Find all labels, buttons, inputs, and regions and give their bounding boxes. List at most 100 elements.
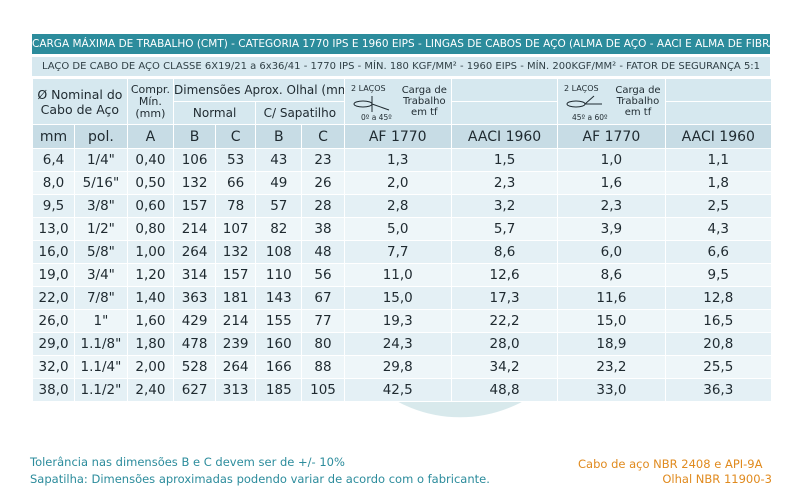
table-cell: 3,9	[557, 217, 666, 241]
table-cell: 49	[255, 171, 303, 195]
table-cell: 3,2	[450, 194, 559, 218]
table-cell: 1,6	[557, 171, 666, 195]
unit-cell: B	[173, 124, 217, 149]
table-cell: 88	[301, 355, 345, 379]
table-row: 19,0 3/4" 1,20 314 157 110 56 11,0 12,6 8,6 9,5	[31, 263, 773, 287]
unit-cell: B	[255, 124, 303, 149]
table-cell: 2,0	[343, 171, 452, 195]
table-cell: 48	[301, 240, 345, 264]
table-cell: 25,5	[664, 355, 773, 379]
table-cell: 1,60	[126, 309, 175, 333]
table-row: 8,0 5/16" 0,50 132 66 49 26 2,0 2,3 1,6 1,8	[31, 171, 773, 195]
table-cell: 110	[255, 263, 303, 287]
table-cell: 33,0	[557, 378, 666, 402]
table-cell: 0,60	[126, 194, 175, 218]
table-cell: 12,6	[450, 263, 559, 287]
table-cell: 2,3	[557, 194, 666, 218]
table-cell: 9,5	[31, 194, 76, 218]
table-cell: 26,0	[31, 309, 76, 333]
table-cell: 17,3	[450, 286, 559, 310]
unit-cell: AACI 1960	[450, 124, 559, 149]
table-cell: 264	[173, 240, 217, 264]
table-subtitle-banner: LAÇO DE CABO DE AÇO CLASSE 6X19/21 a 6x3…	[32, 57, 770, 76]
two-loops-45-60-header: 2 LAÇOS 45º a 60º Carga de Trabalho em t…	[557, 78, 666, 125]
table-cell: 2,8	[343, 194, 452, 218]
table-cell: 2,5	[664, 194, 773, 218]
table-cell: 1,0	[557, 148, 666, 172]
unit-cell: A	[126, 124, 175, 149]
table-cell: 0,50	[126, 171, 175, 195]
svg-text:0º a 45º: 0º a 45º	[361, 113, 392, 122]
table-cell: 78	[215, 194, 257, 218]
table-cell: 22,2	[450, 309, 559, 333]
table-cell: 1,20	[126, 263, 175, 287]
table-cell: 185	[255, 378, 303, 402]
unit-cell: C	[215, 124, 257, 149]
table-cell: 239	[215, 332, 257, 356]
table-cell: 18,9	[557, 332, 666, 356]
table-cell: 2,00	[126, 355, 175, 379]
table-cell: 5/16"	[74, 171, 128, 195]
table-cell: 1.1/4"	[74, 355, 128, 379]
table-cell: 1/4"	[74, 148, 128, 172]
table-row: 6,4 1/4" 0,40 106 53 43 23 1,3 1,5 1,0 1,1	[31, 148, 773, 172]
table-cell: 24,3	[343, 332, 452, 356]
table-cell: 2,3	[450, 171, 559, 195]
table-cell: 66	[215, 171, 257, 195]
table-cell: 107	[215, 217, 257, 241]
table-cell: 34,2	[450, 355, 559, 379]
table-cell: 214	[215, 309, 257, 333]
table-cell: 363	[173, 286, 217, 310]
table-cell: 28	[301, 194, 345, 218]
table-row: 22,0 7/8" 1,40 363 181 143 67 15,0 17,3 11,6 12,8	[31, 286, 773, 310]
table-cell: 77	[301, 309, 345, 333]
table-cell: 105	[301, 378, 345, 402]
table-cell: 106	[173, 148, 217, 172]
table-cell: 132	[215, 240, 257, 264]
table-cell: 264	[215, 355, 257, 379]
table-cell: 157	[173, 194, 217, 218]
table-cell: 11,6	[557, 286, 666, 310]
table-cell: 160	[255, 332, 303, 356]
table-cell: 19,3	[343, 309, 452, 333]
unit-cell: pol.	[74, 124, 128, 149]
table-cell: 80	[301, 332, 345, 356]
table-cell: 7,7	[343, 240, 452, 264]
table-cell: 2,40	[126, 378, 175, 402]
sapatilha-note: Sapatilha: Dimensões aproximadas podendo…	[30, 472, 490, 486]
table-row: 13,0 1/2" 0,80 214 107 82 38 5,0 5,7 3,9 4,3	[31, 217, 773, 241]
table-cell: 36,3	[664, 378, 773, 402]
table-cell: 4,3	[664, 217, 773, 241]
table-cell: 1,80	[126, 332, 175, 356]
table-cell: 38,0	[31, 378, 76, 402]
table-cell: 56	[301, 263, 345, 287]
table-cell: 8,6	[450, 240, 559, 264]
table-cell: 5/8"	[74, 240, 128, 264]
table-cell: 53	[215, 148, 257, 172]
table-title-banner: CARGA MÁXIMA DE TRABALHO (CMT) - CATEGOR…	[32, 34, 800, 54]
table-cell: 1,8	[664, 171, 773, 195]
table-cell: 1.1/8"	[74, 332, 128, 356]
table-cell: 28,0	[450, 332, 559, 356]
unit-cell: AACI 1960	[664, 124, 773, 149]
table-cell: 15,0	[557, 309, 666, 333]
table-cell: 478	[173, 332, 217, 356]
table-cell: 429	[173, 309, 217, 333]
table-cell: 23,2	[557, 355, 666, 379]
tolerance-note: Tolerância nas dimensões B e C devem ser…	[30, 455, 345, 469]
table-row: 29,0 1.1/8" 1,80 478 239 160 80 24,3 28,0 18,9 20,…	[31, 332, 773, 356]
two-loops-0-45-header: 2 LAÇOS 0º a 45º Carga de Trabalho em tf	[343, 78, 452, 125]
table-cell: 1/2"	[74, 217, 128, 241]
table-cell: 1"	[74, 309, 128, 333]
table-cell: 7/8"	[74, 286, 128, 310]
table-row: 32,0 1.1/4" 2,00 528 264 166 88 29,8 34,2 23,2 25,…	[31, 355, 773, 379]
table-cell: 157	[215, 263, 257, 287]
table-cell: 20,8	[664, 332, 773, 356]
svg-text:2 LAÇOS: 2 LAÇOS	[564, 84, 599, 93]
table-cell: 9,5	[664, 263, 773, 287]
svg-text:45º a 60º: 45º a 60º	[572, 113, 608, 122]
unit-cell: C	[301, 124, 345, 149]
table-cell: 143	[255, 286, 303, 310]
table-cell: 132	[173, 171, 217, 195]
table-cell: 8,0	[31, 171, 76, 195]
